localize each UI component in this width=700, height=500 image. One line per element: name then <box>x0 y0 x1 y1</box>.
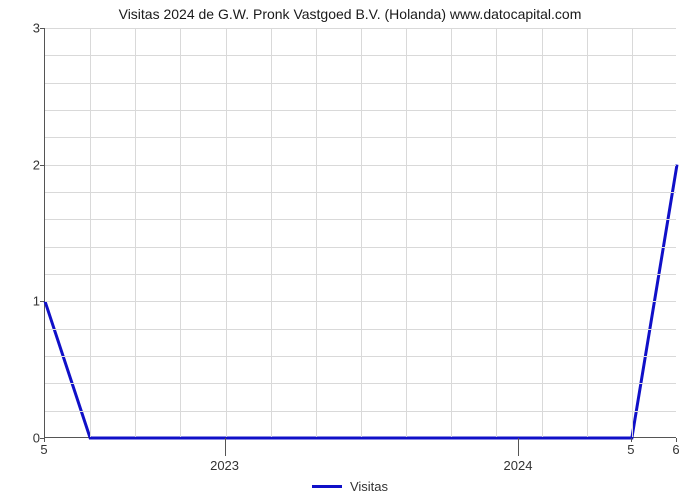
plot-area <box>44 28 676 438</box>
y-tick-mark <box>40 28 44 29</box>
gridline-vertical <box>226 28 227 437</box>
y-tick-mark <box>40 301 44 302</box>
x-tick-mark <box>676 438 677 442</box>
gridline-horizontal <box>45 219 676 220</box>
gridline-vertical <box>632 28 633 437</box>
legend: Visitas <box>0 475 700 494</box>
x-tick-mark <box>631 438 632 442</box>
gridline-horizontal <box>45 137 676 138</box>
legend-swatch <box>312 485 342 488</box>
gridline-horizontal <box>45 411 676 412</box>
x-year-label: 2024 <box>504 458 533 473</box>
y-tick-label: 0 <box>10 431 40 446</box>
gridline-horizontal <box>45 383 676 384</box>
gridline-vertical <box>587 28 588 437</box>
gridline-horizontal <box>45 301 676 302</box>
gridline-vertical <box>451 28 452 437</box>
x-tick-label: 6 <box>672 442 679 457</box>
x-tick-label: 5 <box>40 442 47 457</box>
legend-label: Visitas <box>350 479 388 494</box>
x-tick-mark <box>44 438 45 442</box>
y-tick-mark <box>40 165 44 166</box>
gridline-vertical <box>496 28 497 437</box>
gridline-vertical <box>135 28 136 437</box>
x-tick-label: 5 <box>627 442 634 457</box>
gridline-horizontal <box>45 28 676 29</box>
gridline-horizontal <box>45 329 676 330</box>
gridline-vertical <box>542 28 543 437</box>
gridline-vertical <box>361 28 362 437</box>
y-tick-label: 3 <box>10 21 40 36</box>
gridline-horizontal <box>45 110 676 111</box>
x-year-tick-mark <box>518 438 519 456</box>
gridline-vertical <box>180 28 181 437</box>
chart-container: Visitas 2024 de G.W. Pronk Vastgoed B.V.… <box>0 0 700 500</box>
gridline-vertical <box>406 28 407 437</box>
gridline-horizontal <box>45 165 676 166</box>
gridline-horizontal <box>45 274 676 275</box>
chart-title: Visitas 2024 de G.W. Pronk Vastgoed B.V.… <box>0 6 700 22</box>
x-year-label: 2023 <box>210 458 239 473</box>
gridline-horizontal <box>45 192 676 193</box>
legend-item-visitas: Visitas <box>312 479 388 494</box>
y-tick-label: 2 <box>10 157 40 172</box>
gridline-horizontal <box>45 247 676 248</box>
y-tick-label: 1 <box>10 294 40 309</box>
gridline-vertical <box>90 28 91 437</box>
gridline-horizontal <box>45 55 676 56</box>
gridline-vertical <box>271 28 272 437</box>
gridline-vertical <box>316 28 317 437</box>
gridline-horizontal <box>45 83 676 84</box>
gridline-horizontal <box>45 356 676 357</box>
x-year-tick-mark <box>225 438 226 456</box>
